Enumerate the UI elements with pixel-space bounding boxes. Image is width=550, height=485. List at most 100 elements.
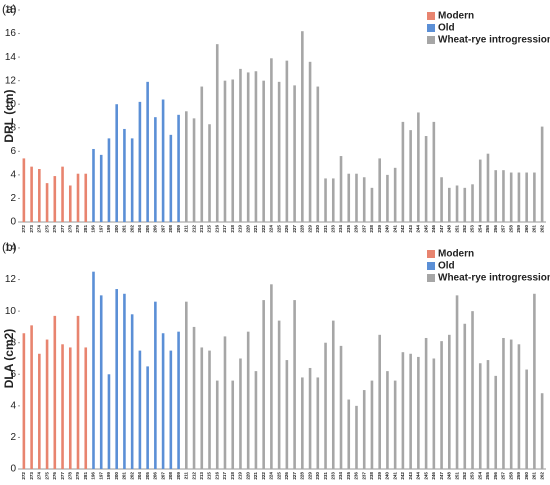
x-tick-label: 204 — [137, 225, 142, 233]
x-tick-label: 261 — [532, 225, 537, 233]
x-tick-label: 208 — [168, 472, 173, 480]
x-tick-label: 213 — [199, 225, 204, 233]
x-tick-label: 253 — [470, 225, 475, 233]
x-tick-label: 246 — [431, 225, 436, 233]
bar — [138, 350, 142, 469]
bar — [478, 159, 482, 222]
bar — [115, 289, 118, 469]
x-tick-label: 281 — [83, 225, 88, 233]
x-tick-label: 243 — [408, 225, 413, 233]
x-tick-label: 240 — [385, 225, 390, 233]
legend-label: Old — [438, 23, 455, 34]
bar — [293, 85, 296, 222]
bar — [308, 61, 312, 223]
x-tick-label: 279 — [75, 225, 80, 233]
bar — [123, 293, 126, 469]
bar — [161, 333, 165, 469]
bar — [486, 360, 490, 469]
bar — [154, 117, 157, 222]
x-tick-label: 245 — [423, 472, 428, 480]
y-tick-label: 14 — [5, 52, 17, 63]
y-axis-label: DLA (cm2) — [2, 329, 16, 389]
x-tick-label: 253 — [470, 472, 475, 480]
bar — [331, 320, 335, 469]
bar — [533, 172, 536, 222]
x-tick-label: 200 — [114, 472, 119, 480]
bar — [45, 183, 49, 222]
bar — [440, 341, 443, 469]
bar — [68, 347, 72, 469]
bar — [409, 130, 412, 222]
y-tick-label: 18 — [5, 5, 17, 16]
x-tick-label: 197 — [98, 472, 103, 480]
bar — [355, 173, 358, 222]
bar — [130, 314, 134, 469]
x-tick-label: 276 — [52, 472, 57, 480]
x-tick-label: 202 — [129, 472, 134, 480]
bar — [61, 344, 64, 469]
x-tick-label: 238 — [369, 225, 374, 233]
x-tick-label: 219 — [238, 225, 243, 233]
panel-label: (a) — [2, 2, 17, 16]
x-tick-label: 218 — [230, 225, 235, 233]
x-tick-label: 209 — [176, 225, 181, 233]
x-tick-label: 239 — [377, 225, 382, 233]
bar — [432, 358, 436, 469]
x-tick-label: 221 — [253, 472, 258, 480]
legend-swatch — [427, 24, 435, 32]
x-tick-label: 226 — [284, 472, 289, 480]
bar — [138, 101, 142, 222]
x-tick-label: 211 — [184, 225, 189, 233]
x-tick-label: 240 — [385, 472, 390, 480]
x-tick-label: 281 — [83, 472, 88, 480]
x-tick-label: 245 — [423, 225, 428, 233]
bar — [370, 187, 374, 222]
x-tick-label: 219 — [238, 472, 243, 480]
y-tick-label: 10 — [5, 99, 17, 110]
x-tick-label: 209 — [176, 472, 181, 480]
x-tick-label: 228 — [300, 225, 305, 233]
x-tick-label: 255 — [485, 225, 490, 233]
x-tick-label: 277 — [60, 472, 65, 480]
bar — [130, 138, 134, 222]
x-tick-label: 225 — [276, 225, 281, 233]
bar — [177, 114, 180, 222]
bar — [239, 68, 242, 222]
y-tick-label: 0 — [10, 464, 16, 475]
x-tick-label: 244 — [416, 472, 421, 480]
bar — [533, 293, 536, 469]
x-tick-label: 208 — [168, 225, 173, 233]
bar — [455, 295, 459, 469]
x-tick-label: 275 — [44, 472, 49, 480]
x-tick-label: 222 — [261, 225, 266, 233]
bar — [362, 177, 366, 222]
bar — [401, 352, 405, 469]
bar — [231, 79, 235, 222]
x-tick-label: 225 — [276, 472, 281, 480]
x-tick-label: 233 — [330, 225, 335, 233]
bar — [185, 301, 188, 469]
bar — [355, 405, 358, 469]
bar — [440, 177, 443, 222]
bar — [208, 124, 211, 222]
panel-label: (b) — [2, 240, 17, 254]
bar — [146, 366, 149, 469]
x-tick-label: 262 — [539, 225, 544, 233]
legend-label: Wheat-rye introgression — [438, 273, 550, 284]
bar — [509, 339, 513, 469]
bar — [285, 360, 289, 469]
bar — [239, 358, 242, 469]
x-tick-label: 212 — [191, 225, 196, 233]
bar — [231, 380, 235, 469]
x-tick-label: 275 — [44, 225, 49, 233]
x-tick-label: 224 — [269, 225, 274, 233]
bar — [517, 172, 521, 222]
bar — [378, 334, 381, 469]
bar — [169, 350, 173, 469]
bar — [463, 187, 467, 222]
bar — [308, 367, 312, 469]
bar — [200, 347, 204, 469]
bar — [270, 58, 273, 223]
x-tick-label: 241 — [392, 472, 397, 480]
x-tick-label: 257 — [501, 225, 506, 233]
